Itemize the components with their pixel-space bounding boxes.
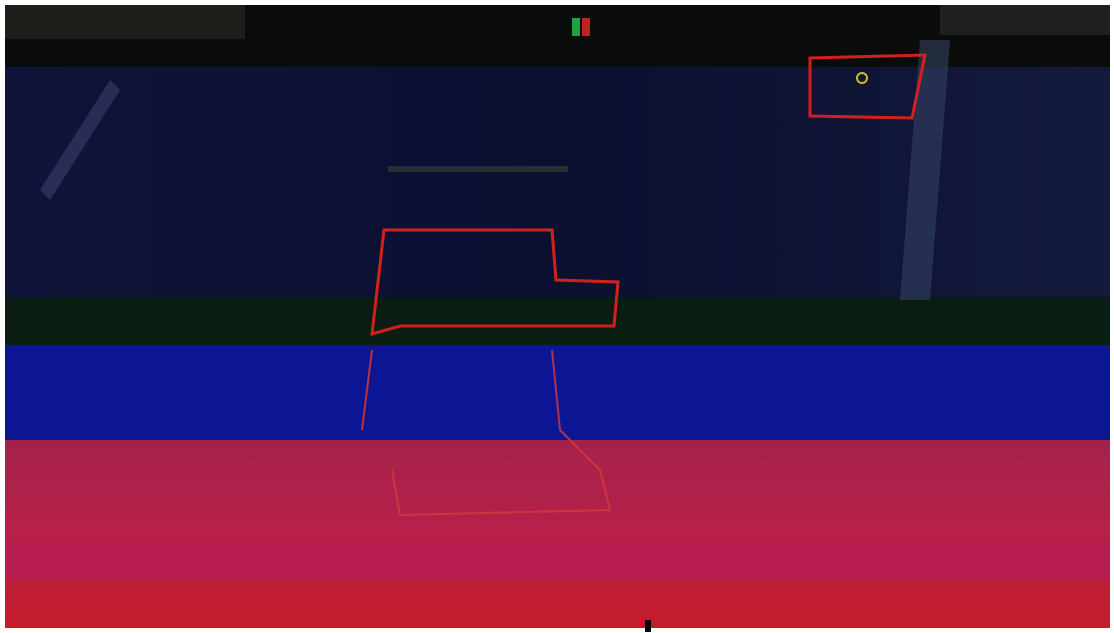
parcel-boundary — [370, 228, 620, 337]
marker — [582, 18, 590, 36]
green-band — [5, 297, 1110, 345]
road — [388, 166, 568, 172]
magenta-strip — [5, 540, 1110, 580]
marker — [645, 620, 651, 632]
parcel-boundary — [361, 349, 373, 431]
red-band — [5, 440, 1110, 628]
marker — [572, 18, 580, 36]
parcel-boundary — [391, 349, 612, 517]
location-pin — [856, 72, 868, 84]
road — [900, 40, 950, 300]
top-right-patch — [940, 5, 1110, 35]
blue-band — [5, 345, 1110, 440]
parcel-boundary — [808, 53, 927, 120]
top-left-patch — [5, 5, 245, 39]
building-row — [40, 80, 120, 200]
